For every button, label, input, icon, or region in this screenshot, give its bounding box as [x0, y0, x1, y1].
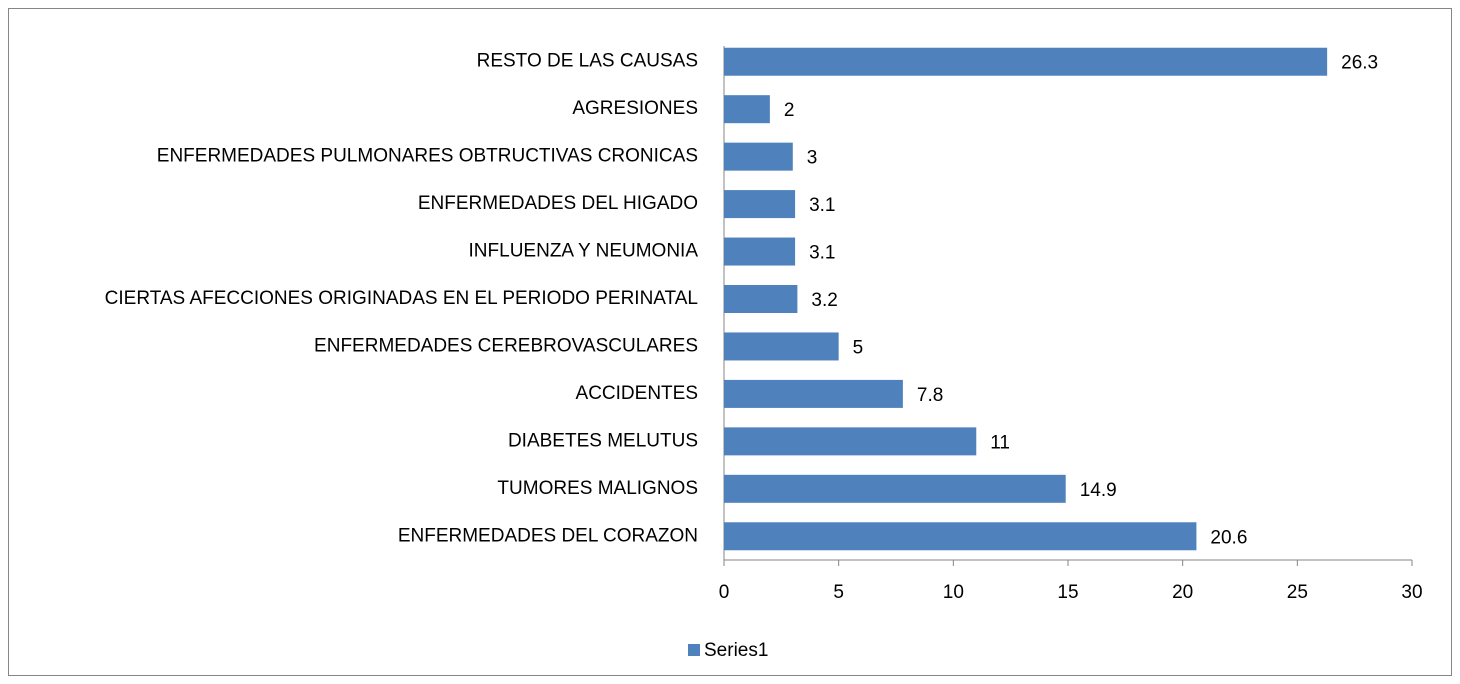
x-tick-label: 10: [943, 582, 964, 603]
y-tick-label: RESTO DE LAS CAUSAS: [477, 51, 698, 72]
data-label: 5: [853, 337, 864, 358]
x-tick-label: 20: [1172, 582, 1193, 603]
bar: [724, 332, 839, 361]
bar: [724, 474, 1066, 503]
bar: [724, 47, 1328, 76]
bar: [724, 95, 770, 124]
x-tick-label: 25: [1287, 582, 1308, 603]
bar: [724, 427, 977, 456]
data-label: 26.3: [1341, 53, 1378, 74]
x-tick-label: 5: [833, 582, 844, 603]
legend-label: Series1: [704, 640, 768, 661]
y-tick-label: AGRESIONES: [572, 98, 698, 119]
data-label: 7.8: [917, 385, 943, 406]
data-label: 3.1: [809, 195, 835, 216]
x-tick-label: 15: [1057, 582, 1078, 603]
data-label: 11: [990, 432, 1010, 453]
y-tick-label: TUMORES MALIGNOS: [497, 478, 698, 499]
x-tick-label: 0: [719, 582, 730, 603]
y-tick-label: CIERTAS AFECCIONES ORIGINADAS EN EL PERI…: [105, 288, 698, 309]
bar: [724, 237, 796, 266]
data-label: 2: [784, 100, 795, 121]
bar: [724, 142, 793, 171]
bar: [724, 285, 798, 313]
data-label: 14.9: [1080, 480, 1117, 501]
bar: [724, 379, 903, 408]
y-tick-label: ENFERMEDADES DEL CORAZON: [398, 525, 698, 546]
data-label: 3.2: [811, 290, 837, 311]
y-tick-label: ENFERMEDADES CEREBROVASCULARES: [314, 335, 698, 356]
data-label: 3: [807, 148, 818, 169]
data-label: 20.6: [1210, 527, 1247, 548]
y-tick-label: DIABETES MELUTUS: [508, 430, 698, 451]
y-tick-label: ENFERMEDADES DEL HIGADO: [418, 193, 698, 214]
bar: [724, 190, 796, 219]
y-tick-label: ENFERMEDADES PULMONARES OBTRUCTIVAS CRON…: [157, 146, 698, 167]
legend-swatch: [688, 644, 700, 656]
bar: [724, 522, 1197, 551]
y-tick-label: ACCIDENTES: [576, 383, 698, 404]
x-tick-label: 30: [1401, 582, 1422, 603]
y-tick-label: INFLUENZA Y NEUMONIA: [469, 241, 699, 262]
data-label: 3.1: [809, 243, 835, 264]
